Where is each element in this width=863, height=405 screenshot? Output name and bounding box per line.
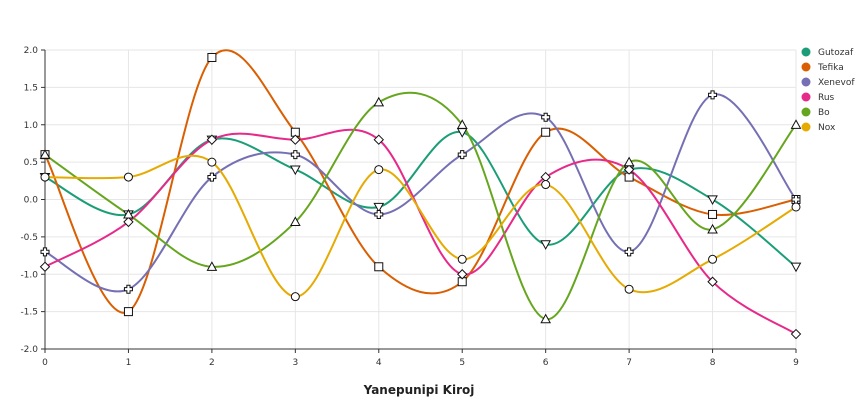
data-point-gutozaf xyxy=(373,202,385,213)
data-point-bo xyxy=(623,156,635,167)
data-point-bo xyxy=(289,216,301,227)
data-point-xenevof xyxy=(708,90,718,100)
data-point-tefika xyxy=(123,307,133,317)
data-point-bo xyxy=(373,96,385,107)
data-point-bo xyxy=(123,208,134,219)
data-point-rus xyxy=(123,216,134,228)
data-point-nox xyxy=(457,254,467,264)
y-tick-label: -1.5 xyxy=(20,308,38,318)
data-point-nox xyxy=(374,165,384,175)
axes xyxy=(41,49,797,353)
data-point-nox xyxy=(207,157,217,167)
y-tick-label: 2.0 xyxy=(24,46,39,56)
legend-swatch-tefika xyxy=(801,62,811,72)
series-line-bo xyxy=(44,91,797,321)
data-point-bo xyxy=(540,313,552,324)
data-point-gutozaf xyxy=(790,262,802,273)
x-tick-label: 8 xyxy=(710,358,716,368)
data-point-nox xyxy=(290,292,300,302)
x-tick-label: 9 xyxy=(793,358,799,368)
x-tick-label: 0 xyxy=(42,358,48,368)
data-point-bo xyxy=(456,119,468,129)
data-point-nox xyxy=(123,172,133,182)
x-tick-label: 6 xyxy=(543,358,549,368)
legend-swatch-rus xyxy=(801,92,811,102)
data-point-gutozaf xyxy=(289,165,301,176)
data-point-rus xyxy=(206,134,218,145)
legend-swatch-gutozaf xyxy=(801,47,811,57)
data-point-bo xyxy=(707,223,718,234)
series-line-xenevof xyxy=(44,93,797,293)
data-point-tefika xyxy=(374,262,384,272)
x-tick-label: 2 xyxy=(209,358,215,368)
data-point-rus xyxy=(39,261,51,272)
y-tick-label: 1.0 xyxy=(24,121,39,131)
data-point-xenevof xyxy=(374,209,384,219)
x-tick-label: 3 xyxy=(292,358,298,368)
x-tick-label: 7 xyxy=(626,358,632,368)
data-point-xenevof xyxy=(207,172,217,182)
y-tick-label: -0.5 xyxy=(20,233,38,243)
legend-swatch-bo xyxy=(801,107,811,117)
data-point-bo xyxy=(206,261,218,271)
x-tick-label: 4 xyxy=(376,358,382,368)
data-point-bo xyxy=(790,119,802,129)
x-axis-title: Yanepunipi Kiroj xyxy=(363,383,475,397)
series-line-nox xyxy=(44,154,797,298)
series-line-rus xyxy=(44,128,797,335)
y-tick-label: 0.5 xyxy=(24,158,38,168)
x-tick-label: 1 xyxy=(126,358,132,368)
data-point-xenevof xyxy=(457,150,467,160)
legend-label-tefika: Tefika xyxy=(817,63,844,73)
data-point-xenevof xyxy=(123,284,133,294)
data-point-xenevof xyxy=(290,150,300,160)
data-point-xenevof xyxy=(40,247,50,257)
data-point-bo xyxy=(39,149,51,159)
x-tick-labels: 0 1 2 3 4 5 6 7 8 9 xyxy=(42,358,799,368)
data-point-gutozaf xyxy=(707,195,718,206)
legend-swatch-xenevof xyxy=(801,77,811,87)
data-point-nox xyxy=(624,284,634,294)
series-markers xyxy=(39,52,802,340)
data-point-tefika xyxy=(207,52,217,62)
y-tick-label: -2.0 xyxy=(20,345,38,355)
data-point-nox xyxy=(541,180,551,190)
legend-swatch-nox xyxy=(801,122,811,132)
data-point-xenevof xyxy=(541,112,551,122)
data-point-nox xyxy=(708,254,718,264)
y-tick-label: 1.5 xyxy=(24,83,38,93)
data-point-tefika xyxy=(708,209,718,219)
legend-label-bo: Bo xyxy=(818,108,830,118)
legend-label-gutozaf: Gutozaf xyxy=(818,48,854,58)
data-point-nox xyxy=(791,202,801,212)
x-tick-label: 5 xyxy=(459,358,465,368)
data-point-rus xyxy=(790,328,802,340)
y-tick-labels: -2.0 -1.5 -1.0 -0.5 0.0 0.5 1.0 1.5 2.0 xyxy=(20,46,38,355)
y-tick-label: -1.0 xyxy=(20,270,38,280)
data-point-rus xyxy=(373,134,384,145)
data-point-tefika xyxy=(541,127,551,137)
data-point-rus xyxy=(623,164,635,175)
data-point-rus xyxy=(457,269,468,280)
legend-label-nox: Nox xyxy=(818,123,836,133)
data-point-rus xyxy=(707,276,718,287)
legend-label-xenevof: Xenevof xyxy=(818,78,855,88)
y-tick-label: 0.0 xyxy=(24,196,39,206)
legend-label-rus: Rus xyxy=(818,93,835,103)
data-point-gutozaf xyxy=(540,240,552,250)
data-point-rus xyxy=(290,134,301,145)
data-point-nox xyxy=(40,172,50,182)
series-lines xyxy=(44,49,797,335)
legend: Gutozaf Tefika Xenevof Rus Bo Nox xyxy=(801,47,855,133)
data-point-xenevof xyxy=(624,247,634,257)
